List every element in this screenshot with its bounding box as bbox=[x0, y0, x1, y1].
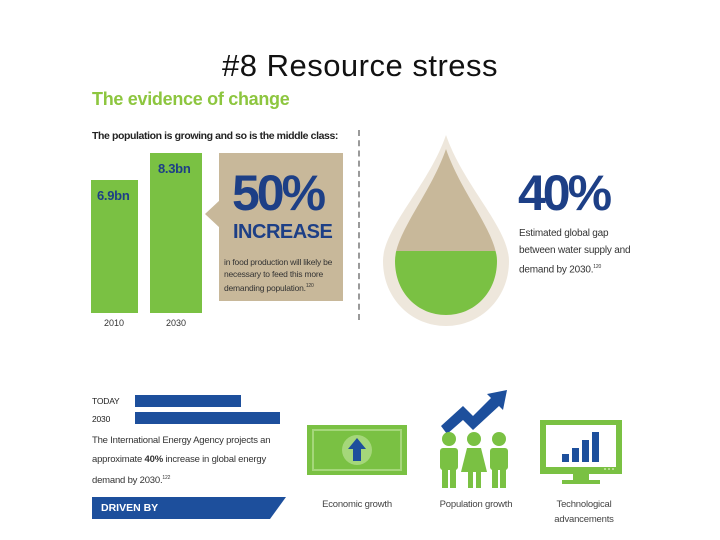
water-gap-percent: 40% bbox=[518, 165, 612, 221]
food-increase-percent: 50% bbox=[232, 165, 326, 221]
people-arrow-icon bbox=[440, 390, 508, 488]
water-description-text: Estimated global gap between water suppl… bbox=[519, 228, 631, 276]
food-description-text: in food production will likely be necess… bbox=[224, 257, 333, 293]
section-divider bbox=[358, 130, 360, 320]
energy-bar-2030 bbox=[135, 412, 280, 424]
food-callout-box bbox=[219, 153, 343, 301]
money-arrow-icon bbox=[307, 425, 407, 475]
water-description: Estimated global gap between water suppl… bbox=[519, 225, 639, 278]
energy-description: The International Energy Agency projects… bbox=[92, 432, 292, 491]
energy-text-before: The International Energy Agency projects… bbox=[92, 435, 271, 465]
population-value-2030: 8.3bn bbox=[158, 161, 191, 176]
energy-2030-label: 2030 bbox=[92, 414, 111, 424]
food-increase-word: INCREASE bbox=[233, 221, 333, 243]
slide-title: #8 Resource stress bbox=[221, 48, 499, 83]
monitor-chart-icon bbox=[540, 420, 622, 484]
water-drop-icon bbox=[383, 135, 509, 326]
driven-by-label: DRIVEN BY bbox=[101, 502, 159, 514]
year-label-2010: 2010 bbox=[104, 318, 125, 328]
evidence-heading: The evidence of change bbox=[92, 89, 290, 109]
population-value-2010: 6.9bn bbox=[97, 188, 130, 203]
energy-bar-today bbox=[135, 395, 241, 407]
food-footnote: 120 bbox=[305, 283, 314, 289]
callout-pointer bbox=[205, 200, 220, 228]
energy-text-after: increase in global energy demand by 2030… bbox=[92, 453, 267, 487]
driver-label-economic: Economic growth bbox=[322, 499, 392, 510]
food-description: in food production will likely be necess… bbox=[224, 256, 342, 294]
population-bar-2030 bbox=[150, 153, 202, 313]
year-label-2030: 2030 bbox=[166, 318, 187, 328]
energy-footnote: 122 bbox=[162, 475, 171, 481]
energy-highlight: 40% bbox=[144, 453, 164, 465]
population-heading: The population is growing and so is the … bbox=[92, 130, 338, 142]
water-footnote: 120 bbox=[593, 264, 602, 270]
driver-label-technology: Technological advancements bbox=[554, 499, 614, 525]
population-bar-2010 bbox=[91, 180, 138, 313]
driven-by-banner bbox=[92, 497, 286, 519]
driver-label-population: Population growth bbox=[439, 499, 513, 510]
energy-today-label: TODAY bbox=[92, 396, 120, 406]
